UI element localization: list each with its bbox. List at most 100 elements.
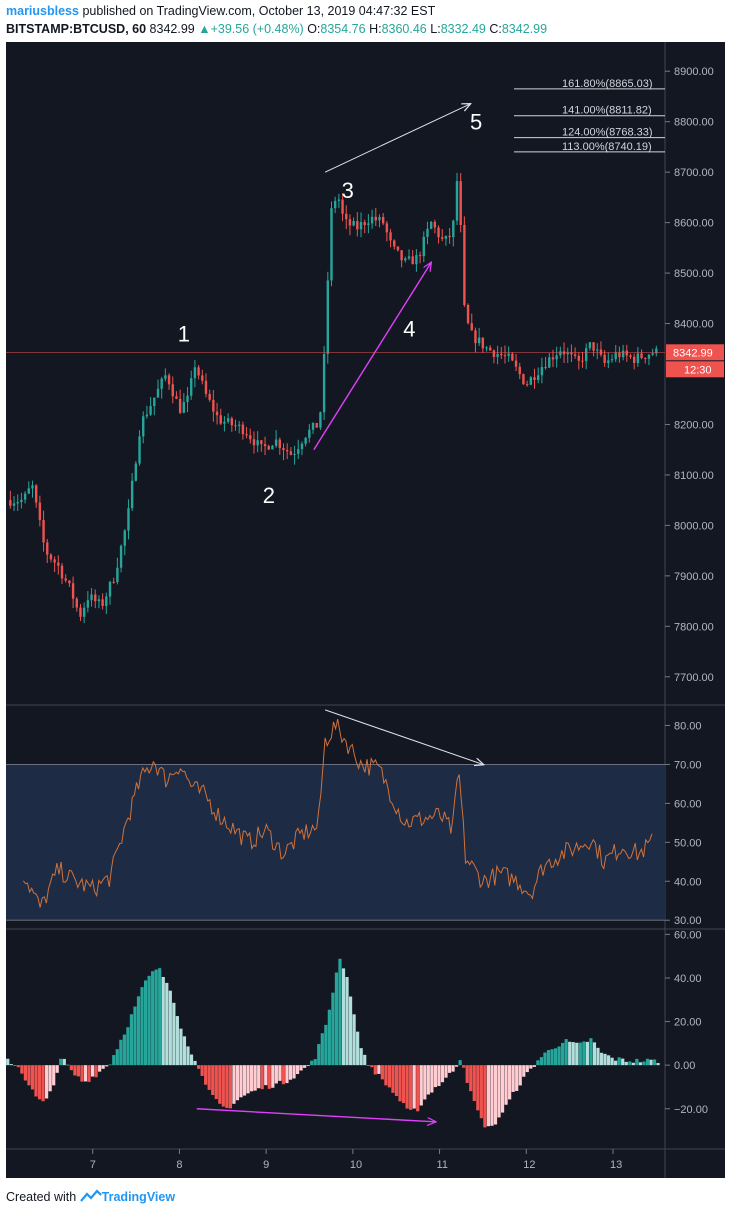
candle	[260, 440, 263, 452]
histogram-bar	[628, 1061, 632, 1066]
histogram-bar	[20, 1065, 24, 1074]
candle	[437, 225, 440, 244]
candle-body	[86, 600, 90, 608]
candle-body	[90, 594, 93, 601]
histogram-bar	[16, 1065, 20, 1068]
candle-body	[407, 256, 411, 259]
candle	[145, 405, 149, 419]
candle-body	[20, 499, 23, 503]
candle	[592, 342, 595, 357]
candle	[496, 345, 499, 365]
rsi-axis-ticks: 80.00 70.00 60.00 50.00 40.00 30.00	[665, 720, 702, 927]
candle	[381, 213, 385, 226]
histogram-bar	[546, 1050, 551, 1066]
histogram-bar	[306, 1065, 310, 1067]
candle-body	[393, 240, 396, 247]
candle	[581, 352, 584, 368]
candle-body	[260, 440, 263, 445]
candle-body	[105, 596, 108, 607]
histogram-bar	[635, 1058, 639, 1066]
time-axis[interactable]: 7 8 9 10 11 12 13	[90, 1149, 623, 1171]
candle-body	[82, 607, 86, 617]
candle	[42, 510, 45, 552]
price-axis-area[interactable]	[664, 42, 725, 1178]
candle	[241, 421, 245, 440]
histogram-bar	[48, 1065, 52, 1092]
histogram-bar	[380, 1065, 384, 1080]
candle-body	[16, 502, 19, 504]
candle-body	[289, 451, 293, 455]
histogram-bar	[126, 1027, 130, 1066]
histogram-bar	[122, 1034, 126, 1066]
histogram-axis-ticks: 60.00 40.00 20.00 0.00 −20.00	[665, 929, 708, 1116]
histogram-bar	[614, 1060, 618, 1066]
candle-body	[518, 366, 521, 375]
histogram-bar	[387, 1065, 392, 1088]
open-label: O:	[307, 22, 321, 36]
candle	[529, 375, 533, 386]
candle-body	[367, 223, 370, 226]
histogram-tick-label: 0.00	[674, 1060, 695, 1072]
elliott-wave-annotations[interactable]: 1 2 3 4 5	[178, 104, 482, 508]
candle	[466, 303, 470, 325]
candle	[655, 345, 658, 357]
fib-level-label: 124.00%(8768.33)	[562, 127, 653, 139]
histogram-bar	[151, 971, 155, 1066]
chart-canvas[interactable]: 161.80%(8865.03) 141.00%(8811.82) 124.00%(…	[0, 42, 731, 1182]
rsi-divergence-arrow[interactable]	[324, 709, 483, 765]
candle-body	[57, 562, 60, 566]
candle	[64, 574, 67, 583]
fibonacci-extension[interactable]: 161.80%(8865.03) 141.00%(8811.82) 124.00%(…	[514, 78, 665, 153]
histogram-tick-label: 40.00	[674, 973, 702, 985]
histogram-bar	[45, 1065, 49, 1099]
histogram-bar	[561, 1042, 565, 1066]
candle-body	[507, 353, 510, 356]
candle	[607, 352, 610, 369]
histogram-bar	[295, 1065, 300, 1075]
wave-label-4: 4	[403, 317, 415, 342]
candle	[433, 219, 437, 234]
wave-3-5-trendline[interactable]	[324, 104, 470, 173]
histogram-bar	[455, 1065, 459, 1067]
histogram-divergence-arrow[interactable]	[196, 1108, 435, 1122]
candle-body	[304, 437, 307, 444]
rsi-divergence-line[interactable]	[324, 709, 483, 765]
histogram-bar	[645, 1058, 650, 1066]
tradingview-brand[interactable]: TradingView	[101, 1190, 176, 1204]
candle	[333, 196, 337, 214]
histogram-bar	[80, 1065, 84, 1082]
histogram-bar	[352, 1014, 356, 1066]
candle-body	[537, 375, 540, 381]
candle-body	[285, 450, 289, 452]
histogram-bar	[73, 1065, 77, 1076]
histogram-bar	[348, 996, 353, 1066]
candle-body	[607, 360, 610, 363]
candle-body	[525, 384, 529, 386]
candle	[452, 219, 455, 247]
candle-body	[632, 356, 636, 363]
histogram-divergence-line[interactable]	[196, 1108, 435, 1122]
candle-body	[655, 348, 658, 354]
candle-body	[156, 388, 160, 398]
candle	[130, 473, 134, 511]
histogram-tick-label: 20.00	[674, 1017, 702, 1029]
candle	[134, 460, 138, 482]
candle-body	[34, 485, 38, 503]
histogram-bar	[119, 1039, 123, 1066]
candle	[603, 350, 606, 367]
rsi-tick-label: 60.00	[674, 798, 702, 810]
last-price-badge	[666, 344, 724, 361]
candle-body	[75, 598, 78, 608]
candle	[16, 494, 19, 511]
candle-body	[101, 599, 104, 607]
wave-2-4-arrow[interactable]	[313, 263, 431, 451]
candle-body	[429, 221, 433, 229]
histogram-bar	[13, 1065, 17, 1066]
author-username[interactable]: mariusbless	[6, 4, 79, 18]
candle-body	[53, 559, 56, 563]
price-change: +39.56 (+0.48%)	[210, 22, 304, 36]
candle	[238, 420, 241, 434]
candle	[234, 419, 237, 431]
candle	[105, 592, 108, 615]
candle	[75, 597, 78, 612]
